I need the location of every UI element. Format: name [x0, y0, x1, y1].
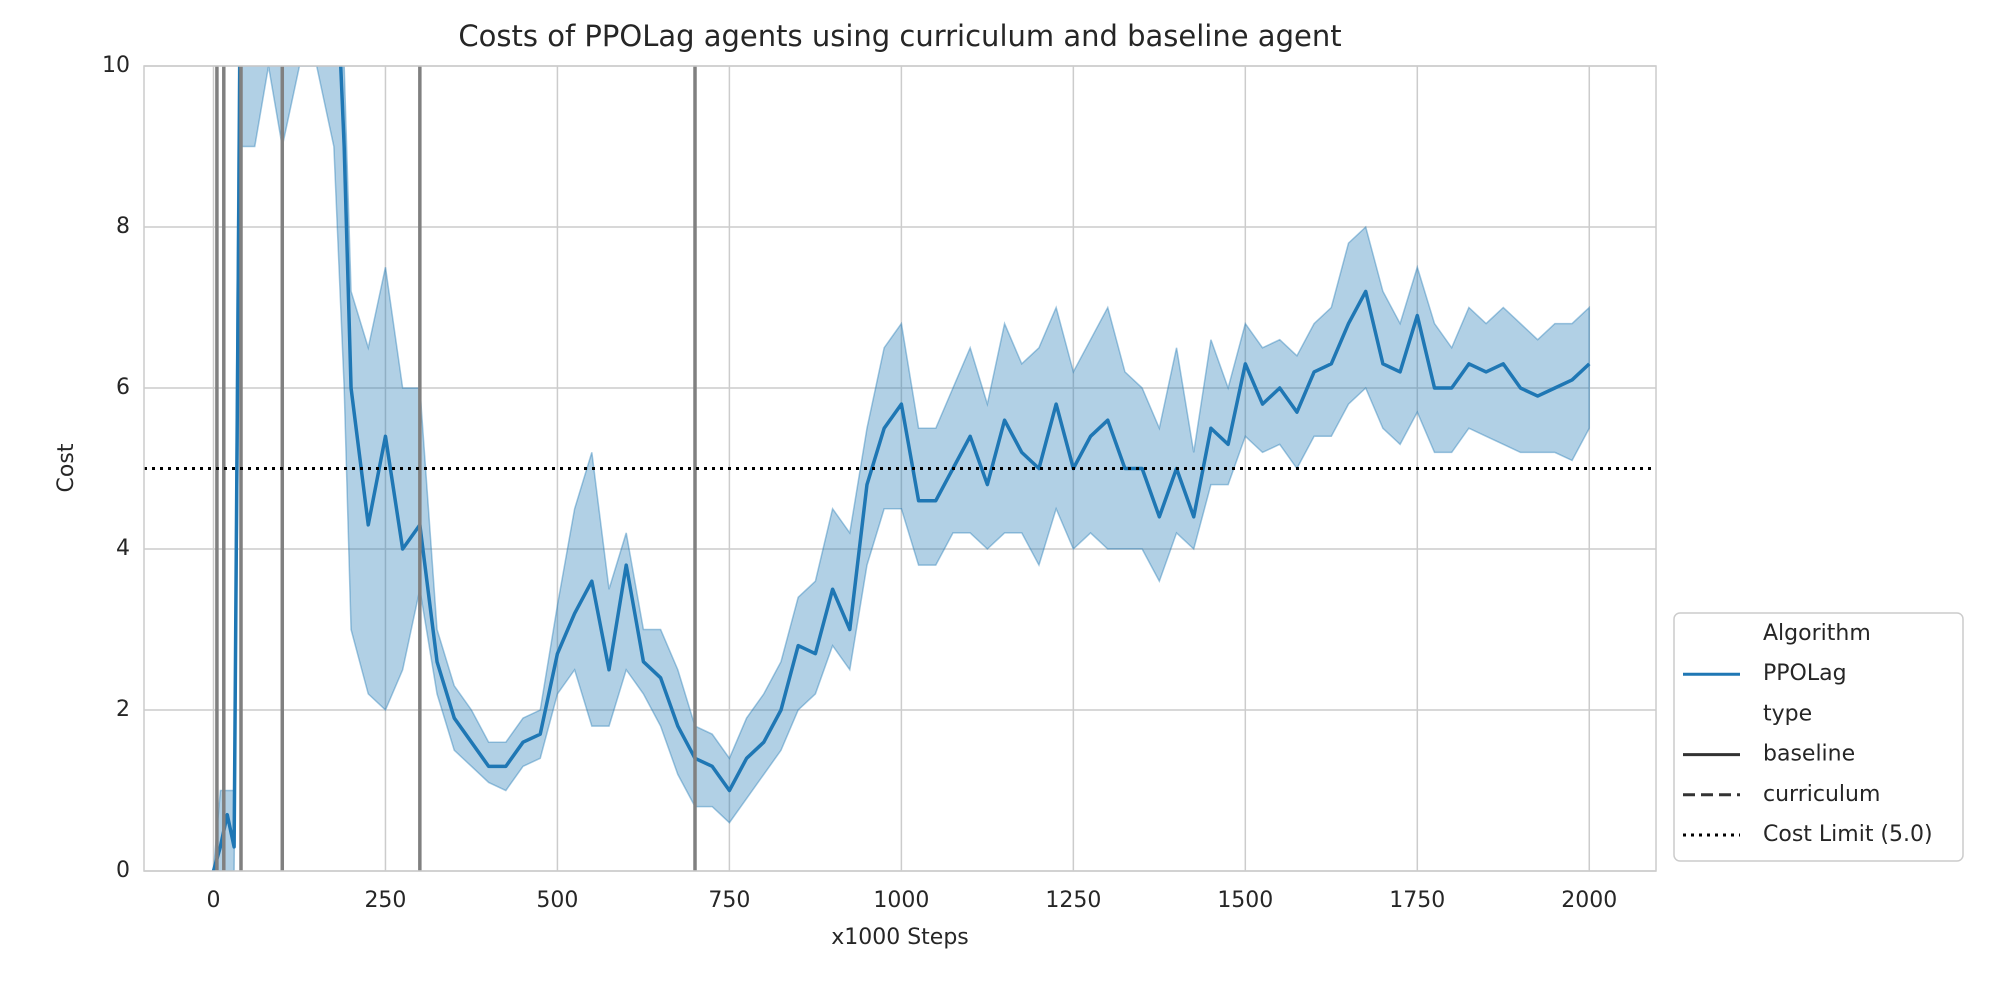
- x-tick-label: 750: [708, 888, 750, 913]
- confidence-band: [212, 66, 1591, 871]
- x-tick-label: 0: [206, 888, 220, 913]
- legend-label: PPOLag: [1763, 661, 1847, 686]
- x-tick-label: 1250: [1045, 888, 1101, 913]
- legend-label: Algorithm: [1763, 621, 1871, 646]
- y-tick-label: 8: [116, 214, 130, 239]
- chart-title: Costs of PPOLag agents using curriculum …: [458, 19, 1341, 53]
- y-axis-label: Cost: [54, 443, 79, 492]
- legend-box: [1673, 612, 1964, 862]
- x-tick-label: 1500: [1217, 888, 1273, 913]
- y-tick-label: 10: [102, 53, 130, 78]
- y-tick-label: 4: [116, 536, 130, 561]
- x-tick-label: 1000: [873, 888, 929, 913]
- legend-label: Cost Limit (5.0): [1763, 822, 1933, 847]
- legend-label: baseline: [1763, 742, 1855, 767]
- x-tick-label: 1750: [1389, 888, 1445, 913]
- x-axis-label: x1000 Steps: [831, 925, 969, 950]
- y-tick-label: 0: [116, 858, 130, 883]
- y-tick-label: 6: [116, 375, 130, 400]
- x-tick-label: 2000: [1561, 888, 1617, 913]
- y-tick-label: 2: [116, 697, 130, 722]
- series-line: [211, 66, 1591, 871]
- x-tick-label: 250: [364, 888, 406, 913]
- x-tick-label: 500: [536, 888, 578, 913]
- plot-frame: [143, 65, 1657, 872]
- legend-label: type: [1763, 701, 1812, 726]
- legend-label: curriculum: [1763, 782, 1880, 807]
